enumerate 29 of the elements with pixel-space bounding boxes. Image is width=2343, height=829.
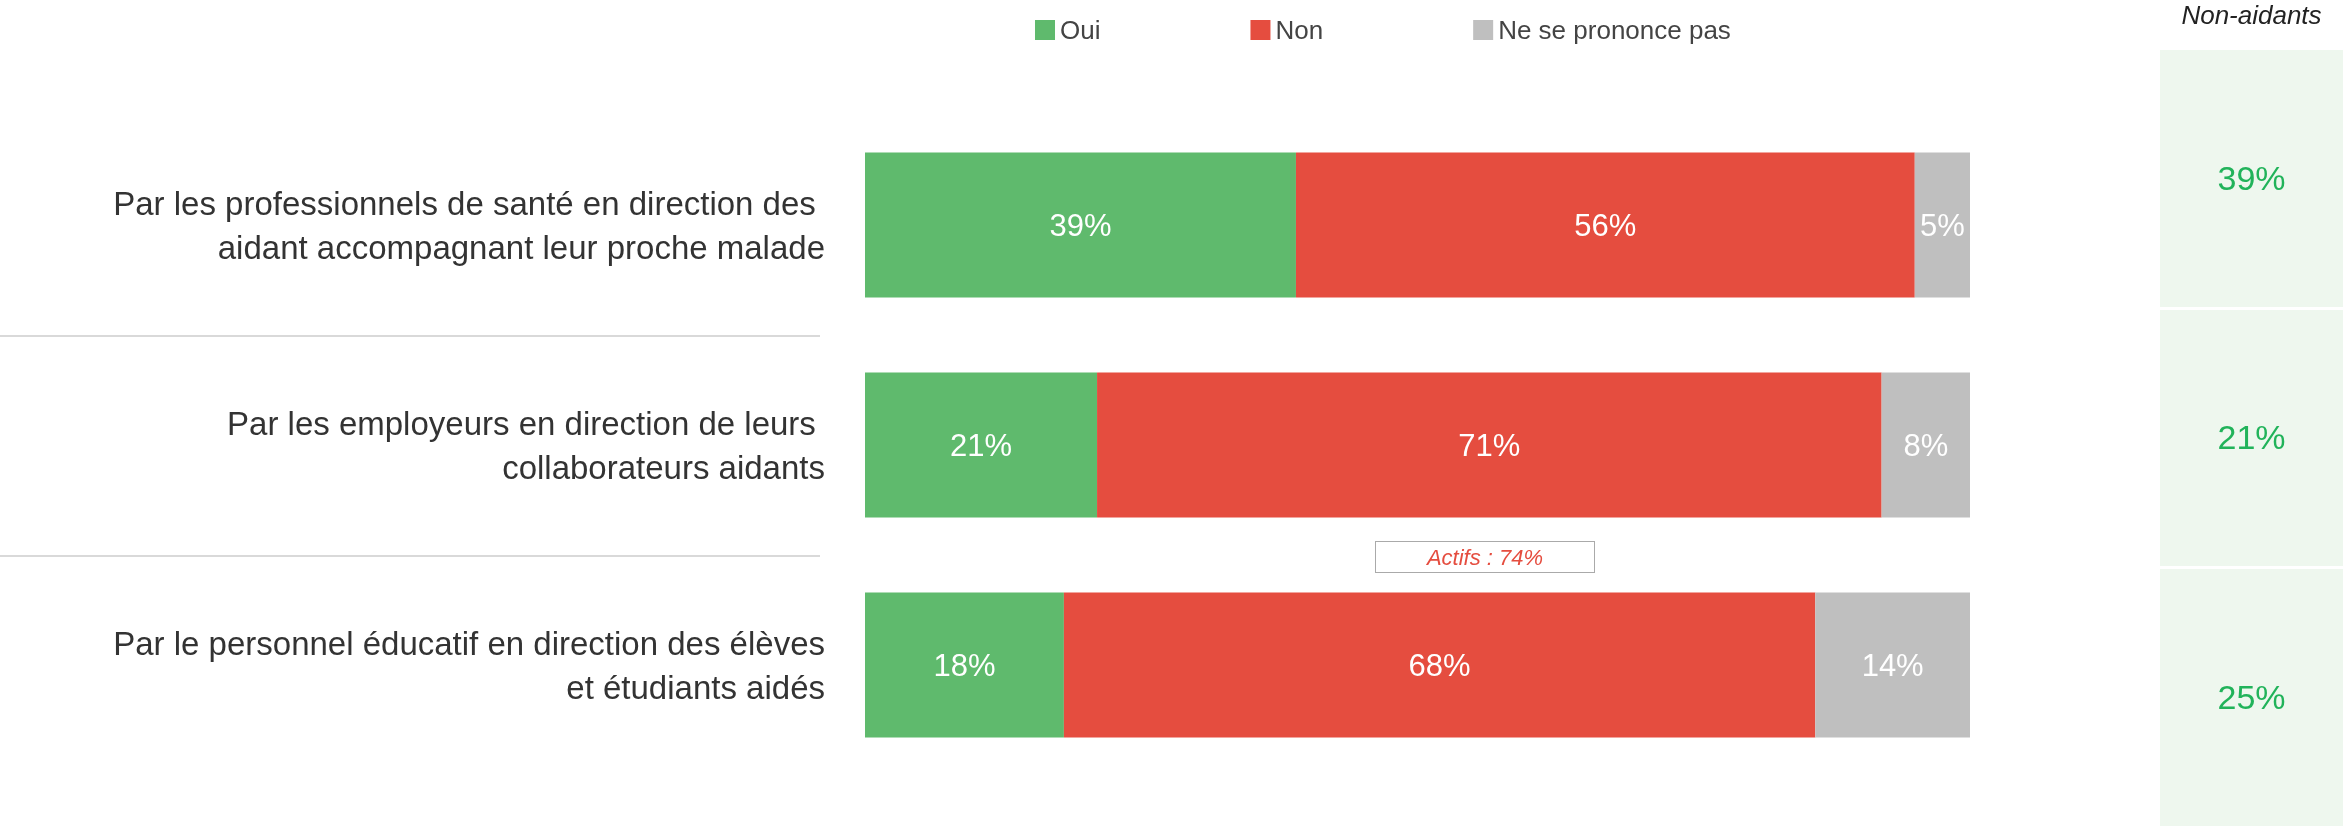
text: 39% — [2160, 50, 2343, 307]
annotation: Actifs : 74% — [1375, 541, 1595, 573]
bar — [1914, 152, 1970, 298]
legend-label: Non — [1275, 15, 1324, 45]
data-label: 8% — [1903, 427, 1949, 463]
bar — [865, 372, 1098, 518]
bar — [1063, 592, 1816, 738]
bar — [1815, 592, 1970, 738]
data-label: 5% — [1919, 207, 1965, 243]
data-label: 56% — [1574, 207, 1637, 243]
text: 25% — [2160, 569, 2343, 826]
y-tick-label: Par les employeurs en direction de leurs collaborateurs aidants — [227, 404, 825, 486]
data-label: 21% — [950, 427, 1013, 463]
y-tick-label: Par le personnel éducatif en direction des élèves et étudiants aidés — [113, 624, 825, 706]
data-label: 71% — [1458, 427, 1521, 463]
data-label: 18% — [933, 647, 996, 683]
text: 21% — [2160, 309, 2343, 567]
bar — [1881, 372, 1970, 518]
data-label: 39% — [1049, 207, 1112, 243]
data-label: 68% — [1408, 647, 1471, 683]
text: Non-aidants — [2180, 0, 2323, 31]
bar — [865, 592, 1064, 738]
legend-label: Ne se prononce pas — [1498, 15, 1731, 45]
y-tick-label: Par les professionnels de santé en direction des aidant accompagnant leur proche malade — [113, 184, 825, 266]
bar — [865, 152, 1296, 298]
bar — [1295, 152, 1915, 298]
legend-label: Oui — [1060, 15, 1101, 45]
bar — [1097, 372, 1882, 518]
data-label: 14% — [1861, 647, 1924, 683]
